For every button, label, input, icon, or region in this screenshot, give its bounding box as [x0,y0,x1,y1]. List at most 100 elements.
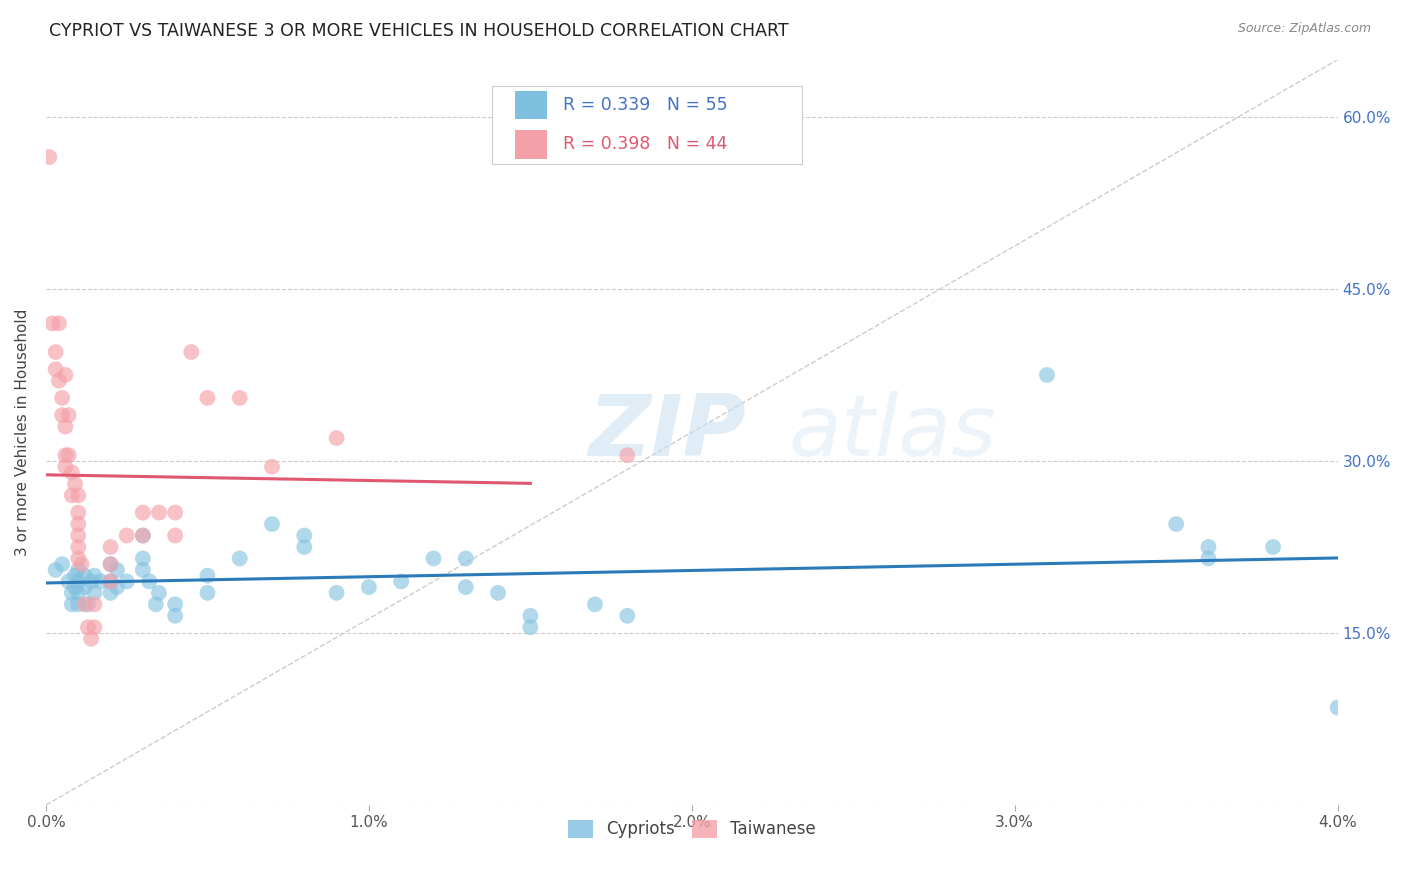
Point [1166,516,1188,531]
Point [80,632,103,646]
Point [422,551,444,566]
Point [197,568,219,582]
Point [45,563,67,577]
Point [1198,540,1220,554]
Text: CYPRIOT VS TAIWANESE 3 OR MORE VEHICLES IN HOUSEHOLD CORRELATION CHART: CYPRIOT VS TAIWANESE 3 OR MORE VEHICLES … [49,22,789,40]
Point [67,488,90,502]
Point [100,586,122,600]
Point [83,568,105,582]
Point [67,574,90,589]
Point [105,563,128,577]
Point [138,574,160,589]
Point [132,563,155,577]
Text: atlas: atlas [789,391,997,474]
Point [90,574,112,589]
Point [1036,368,1059,382]
Point [58,448,80,462]
Point [197,391,219,405]
Text: R = 0.398   N = 44: R = 0.398 N = 44 [562,136,727,153]
Point [165,506,187,520]
Point [325,586,347,600]
Point [53,459,76,474]
Point [197,586,219,600]
Point [80,574,103,589]
Point [132,506,155,520]
Point [228,391,250,405]
Point [100,540,122,554]
Point [67,528,90,542]
Point [53,448,76,462]
Point [58,574,80,589]
Point [67,563,90,577]
FancyBboxPatch shape [515,130,547,159]
Point [148,586,170,600]
Point [165,597,187,611]
Point [45,362,67,376]
Point [100,557,122,571]
Point [83,597,105,611]
Point [132,551,155,566]
Point [60,586,83,600]
Point [48,374,70,388]
Point [100,574,122,589]
FancyBboxPatch shape [492,86,801,164]
Point [180,345,202,359]
Point [45,345,67,359]
Point [67,540,90,554]
Legend: Cypriots, Taiwanese: Cypriots, Taiwanese [561,814,823,845]
Point [53,419,76,434]
Point [115,574,138,589]
Point [67,586,90,600]
Point [105,580,128,594]
Point [260,459,283,474]
Point [357,580,380,594]
Point [53,368,76,382]
Point [60,597,83,611]
Point [148,506,170,520]
Point [292,540,315,554]
Point [41,317,63,331]
Point [60,488,83,502]
Point [63,476,86,491]
Point [165,528,187,542]
Point [67,506,90,520]
Point [1261,540,1284,554]
Text: R = 0.339   N = 55: R = 0.339 N = 55 [562,96,727,114]
Point [228,551,250,566]
Text: Source: ZipAtlas.com: Source: ZipAtlas.com [1237,22,1371,36]
Point [63,580,86,594]
Point [519,608,541,623]
Point [616,608,638,623]
Point [73,568,96,582]
Point [83,586,105,600]
Point [51,557,73,571]
Point [38,150,60,164]
Point [165,608,187,623]
Point [58,408,80,422]
Text: ZIP: ZIP [589,391,747,474]
Point [132,528,155,542]
Point [70,557,93,571]
Point [73,580,96,594]
Point [77,620,100,634]
Point [583,597,606,611]
Point [48,317,70,331]
Point [77,597,100,611]
FancyBboxPatch shape [515,91,547,120]
Point [100,574,122,589]
Point [51,408,73,422]
Point [260,516,283,531]
Point [67,516,90,531]
Point [1326,700,1348,714]
Point [132,528,155,542]
Point [1198,551,1220,566]
Point [486,586,509,600]
Point [51,391,73,405]
Point [67,597,90,611]
Point [454,580,477,594]
Point [73,597,96,611]
Point [325,431,347,445]
Point [115,528,138,542]
Point [145,597,167,611]
Point [63,568,86,582]
